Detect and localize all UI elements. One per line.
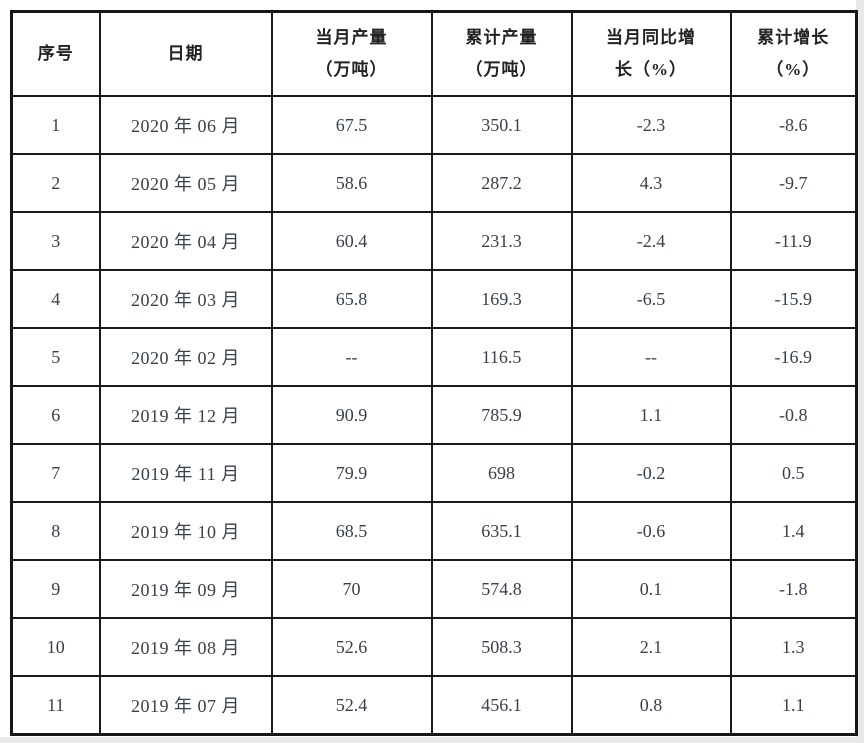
cell-monthly-output: 65.8 <box>270 269 433 329</box>
table-row: 4 2020 年 03 月 65.8 169.3 -6.5 -15.9 <box>10 269 858 329</box>
header-line: 累计产量 <box>465 28 538 47</box>
column-header-monthly-output: 当月产量 （万吨） <box>270 10 433 97</box>
cell-monthly-output: 60.4 <box>270 211 433 271</box>
cell-monthly-output: 70 <box>270 559 433 619</box>
cell-cumulative-growth: 1.1 <box>729 675 858 736</box>
cell-date: 2020 年 06 月 <box>98 95 273 155</box>
table-row: 7 2019 年 11 月 79.9 698 -0.2 0.5 <box>10 443 858 503</box>
cell-monthly-yoy-growth: 1.1 <box>570 385 732 445</box>
cell-date: 2019 年 09 月 <box>98 559 273 619</box>
cell-cumulative-output: 508.3 <box>430 617 573 677</box>
column-header-cumulative-output: 累计产量 （万吨） <box>430 10 573 97</box>
cell-index: 9 <box>10 559 101 619</box>
column-header-date: 日期 <box>98 10 273 97</box>
header-line: 长（%） <box>615 60 687 79</box>
cell-monthly-yoy-growth: 2.1 <box>570 617 732 677</box>
column-header-index: 序号 <box>10 10 101 97</box>
header-line: （万吨） <box>315 60 388 79</box>
cell-cumulative-growth: -11.9 <box>729 211 858 271</box>
table-row: 11 2019 年 07 月 52.4 456.1 0.8 1.1 <box>10 675 858 736</box>
header-line: 日期 <box>167 44 204 63</box>
cell-monthly-output: 67.5 <box>270 95 433 155</box>
cell-monthly-output: 79.9 <box>270 443 433 503</box>
header-line: 当月同比增 <box>606 28 696 47</box>
cell-date: 2020 年 03 月 <box>98 269 273 329</box>
cell-cumulative-output: 785.9 <box>430 385 573 445</box>
cell-index: 6 <box>10 385 101 445</box>
header-line: （万吨） <box>465 60 538 79</box>
page-edge-right <box>856 0 864 743</box>
cell-index: 10 <box>10 617 101 677</box>
cell-cumulative-growth: -15.9 <box>729 269 858 329</box>
cell-cumulative-growth: -16.9 <box>729 327 858 387</box>
cell-date: 2019 年 07 月 <box>98 675 273 736</box>
production-table-container: 序号 日期 当月产量 （万吨） 累计产量 （万吨） 当月同比增 长（%） <box>10 10 858 736</box>
cell-index: 3 <box>10 211 101 271</box>
cell-monthly-yoy-growth: -6.5 <box>570 269 732 329</box>
column-header-monthly-yoy-growth: 当月同比增 长（%） <box>570 10 732 97</box>
cell-cumulative-growth: 0.5 <box>729 443 858 503</box>
cell-cumulative-output: 698 <box>430 443 573 503</box>
table-row: 1 2020 年 06 月 67.5 350.1 -2.3 -8.6 <box>10 95 858 155</box>
header-line: 累计增长 <box>757 28 830 47</box>
cell-index: 1 <box>10 95 101 155</box>
cell-index: 7 <box>10 443 101 503</box>
cell-cumulative-output: 287.2 <box>430 153 573 213</box>
cell-monthly-output: 52.6 <box>270 617 433 677</box>
cell-cumulative-growth: 1.4 <box>729 501 858 561</box>
cell-date: 2020 年 02 月 <box>98 327 273 387</box>
header-row: 序号 日期 当月产量 （万吨） 累计产量 （万吨） 当月同比增 长（%） <box>10 10 858 97</box>
cell-cumulative-growth: -1.8 <box>729 559 858 619</box>
column-header-cumulative-growth: 累计增长 （%） <box>729 10 858 97</box>
cell-monthly-yoy-growth: 0.8 <box>570 675 732 736</box>
header-line: 序号 <box>37 44 74 63</box>
cell-cumulative-growth: -8.6 <box>729 95 858 155</box>
cell-cumulative-growth: -0.8 <box>729 385 858 445</box>
cell-date: 2019 年 10 月 <box>98 501 273 561</box>
page-edge-bottom <box>0 737 864 743</box>
header-line: （%） <box>766 60 821 79</box>
header-line: 当月产量 <box>315 28 388 47</box>
cell-cumulative-growth: -9.7 <box>729 153 858 213</box>
cell-monthly-output: 90.9 <box>270 385 433 445</box>
cell-index: 4 <box>10 269 101 329</box>
cell-monthly-yoy-growth: -0.2 <box>570 443 732 503</box>
cell-cumulative-growth: 1.3 <box>729 617 858 677</box>
cell-monthly-yoy-growth: 0.1 <box>570 559 732 619</box>
cell-cumulative-output: 231.3 <box>430 211 573 271</box>
cell-cumulative-output: 169.3 <box>430 269 573 329</box>
cell-cumulative-output: 456.1 <box>430 675 573 736</box>
cell-date: 2020 年 05 月 <box>98 153 273 213</box>
cell-index: 5 <box>10 327 101 387</box>
cell-cumulative-output: 574.8 <box>430 559 573 619</box>
table-row: 10 2019 年 08 月 52.6 508.3 2.1 1.3 <box>10 617 858 677</box>
table-row: 8 2019 年 10 月 68.5 635.1 -0.6 1.4 <box>10 501 858 561</box>
cell-date: 2020 年 04 月 <box>98 211 273 271</box>
cell-monthly-yoy-growth: 4.3 <box>570 153 732 213</box>
cell-monthly-yoy-growth: -- <box>570 327 732 387</box>
cell-monthly-output: 58.6 <box>270 153 433 213</box>
table-row: 3 2020 年 04 月 60.4 231.3 -2.4 -11.9 <box>10 211 858 271</box>
cell-monthly-output: -- <box>270 327 433 387</box>
table-row: 2 2020 年 05 月 58.6 287.2 4.3 -9.7 <box>10 153 858 213</box>
cell-monthly-output: 52.4 <box>270 675 433 736</box>
table-row: 6 2019 年 12 月 90.9 785.9 1.1 -0.8 <box>10 385 858 445</box>
cell-cumulative-output: 116.5 <box>430 327 573 387</box>
cell-date: 2019 年 08 月 <box>98 617 273 677</box>
cell-date: 2019 年 12 月 <box>98 385 273 445</box>
cell-cumulative-output: 350.1 <box>430 95 573 155</box>
cell-monthly-yoy-growth: -2.4 <box>570 211 732 271</box>
production-table: 序号 日期 当月产量 （万吨） 累计产量 （万吨） 当月同比增 长（%） <box>10 10 858 736</box>
cell-monthly-yoy-growth: -0.6 <box>570 501 732 561</box>
cell-index: 8 <box>10 501 101 561</box>
cell-index: 2 <box>10 153 101 213</box>
cell-index: 11 <box>10 675 101 736</box>
cell-date: 2019 年 11 月 <box>98 443 273 503</box>
table-row: 5 2020 年 02 月 -- 116.5 -- -16.9 <box>10 327 858 387</box>
cell-cumulative-output: 635.1 <box>430 501 573 561</box>
cell-monthly-output: 68.5 <box>270 501 433 561</box>
cell-monthly-yoy-growth: -2.3 <box>570 95 732 155</box>
table-row: 9 2019 年 09 月 70 574.8 0.1 -1.8 <box>10 559 858 619</box>
